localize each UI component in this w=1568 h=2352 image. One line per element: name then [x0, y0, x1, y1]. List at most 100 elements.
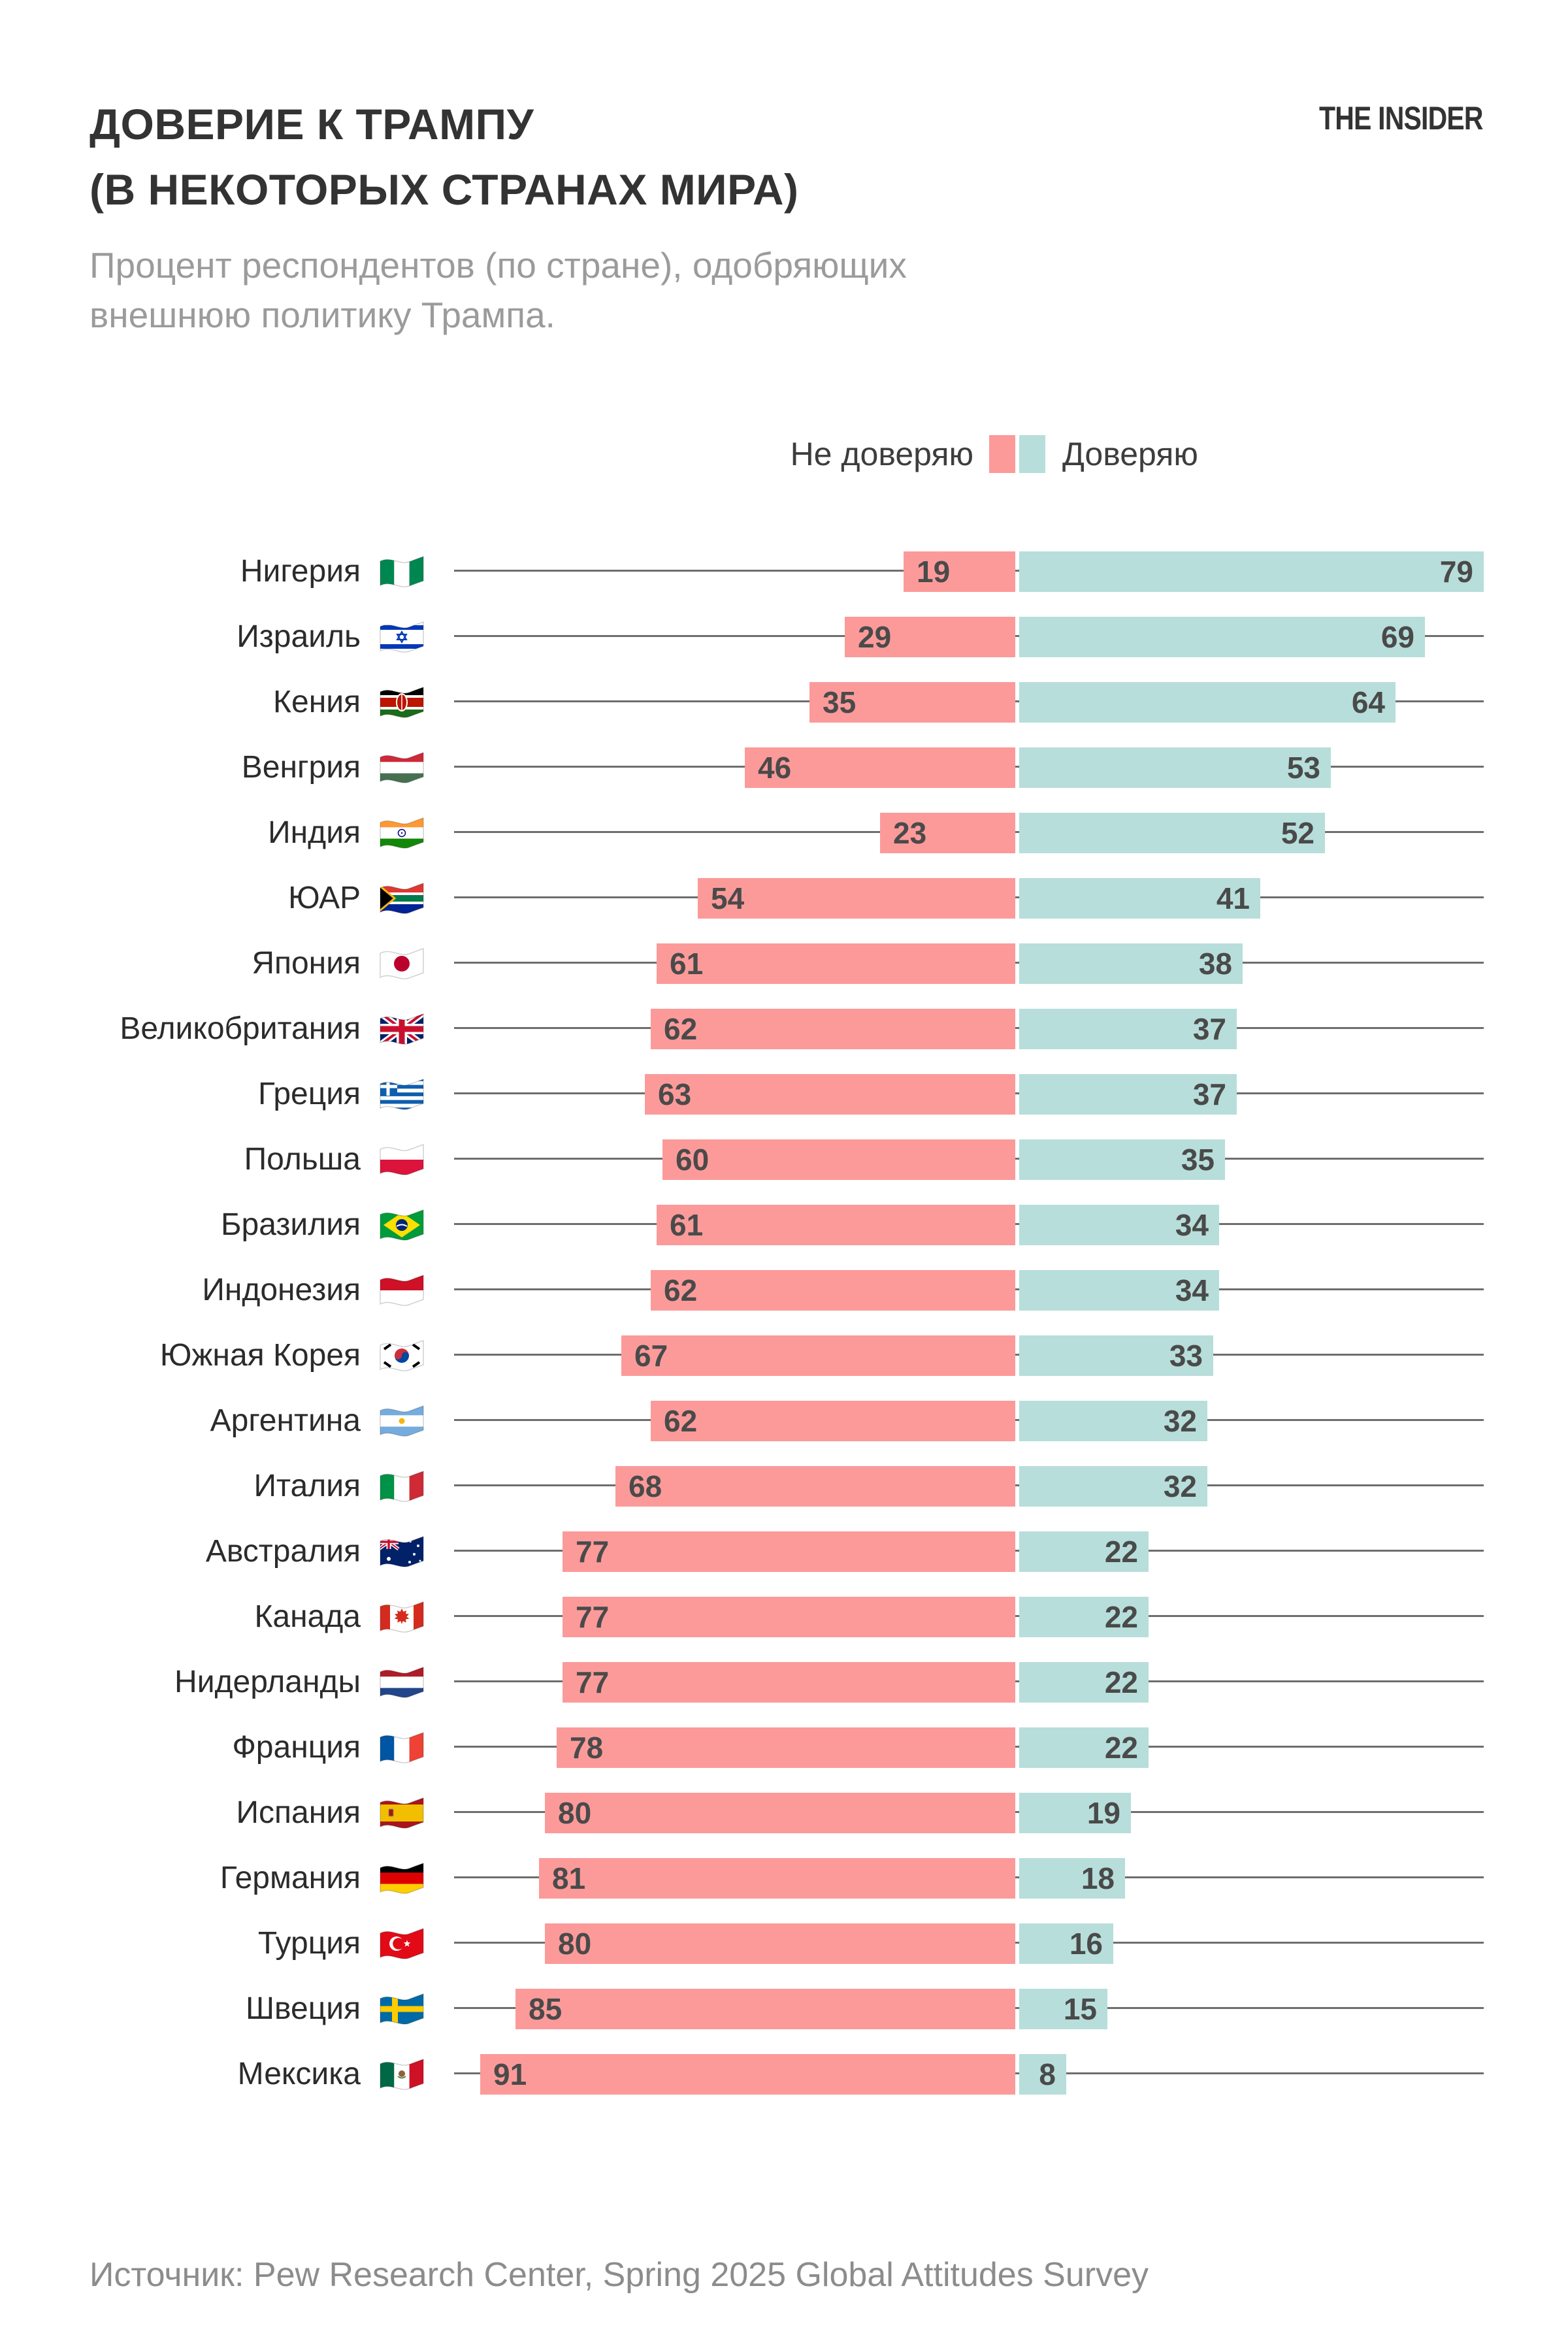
trust-value: 37	[1192, 1077, 1226, 1111]
trust-bar: 64	[1019, 682, 1396, 723]
country-label: Индонезия	[202, 1273, 361, 1307]
chart-subtitle: Процент респондентов (по стране), одобря…	[90, 240, 907, 340]
country-label: Испания	[236, 1795, 361, 1830]
trust-bar: 37	[1019, 1074, 1237, 1115]
distrust-value: 62	[664, 1273, 698, 1307]
distrust-bar: 46	[745, 747, 1015, 788]
legend-distrust-label: Не доверяю	[790, 436, 973, 472]
trust-bar: 15	[1019, 1989, 1107, 2029]
distrust-value: 63	[658, 1077, 692, 1111]
distrust-value: 91	[493, 2057, 527, 2091]
distrust-bar: 91	[480, 2054, 1015, 2095]
flag-icon-tr	[379, 1927, 425, 1961]
trust-bar: 22	[1019, 1597, 1149, 1637]
flag-icon-il	[379, 620, 425, 654]
trust-bar: 35	[1019, 1139, 1225, 1180]
chart-subtitle-line-1: Процент респондентов (по стране), одобря…	[90, 245, 907, 286]
distrust-bar: 29	[845, 617, 1015, 657]
trust-value: 18	[1081, 1861, 1115, 1895]
distrust-value: 61	[670, 1208, 704, 1242]
distrust-bar: 77	[563, 1597, 1015, 1637]
country-label: Аргентина	[210, 1403, 361, 1438]
trust-value: 22	[1104, 1600, 1138, 1634]
legend-trust: Доверяю	[1019, 435, 1198, 473]
trust-value: 79	[1439, 555, 1473, 589]
distrust-bar: 61	[657, 1205, 1015, 1245]
distrust-value: 60	[676, 1143, 710, 1177]
page-title-line-1: ДОВЕРИЕ К ТРАМПУ	[90, 100, 534, 148]
country-label: Нигерия	[240, 554, 361, 589]
distrust-bar: 67	[621, 1335, 1015, 1376]
chart-row: Кения 35 64	[0, 670, 1568, 735]
trust-value: 34	[1175, 1273, 1209, 1307]
trust-value: 34	[1175, 1208, 1209, 1242]
trust-bar: 8	[1019, 2054, 1066, 2095]
distrust-bar: 23	[880, 813, 1015, 853]
distrust-value: 54	[711, 881, 745, 915]
distrust-bar: 80	[545, 1793, 1015, 1833]
country-label: Израиль	[237, 619, 361, 654]
distrust-bar: 63	[645, 1074, 1015, 1115]
trust-value: 37	[1192, 1012, 1226, 1046]
distrust-bar: 78	[557, 1727, 1015, 1768]
distrust-value: 19	[917, 555, 951, 589]
flag-icon-hu	[379, 751, 425, 785]
flag-icon-ng	[379, 555, 425, 589]
chart-row: Польша 60 35	[0, 1127, 1568, 1192]
flag-icon-id	[379, 1273, 425, 1307]
legend-trust-swatch	[1019, 435, 1045, 473]
flag-icon-mx	[379, 2057, 425, 2091]
trust-bar: 22	[1019, 1531, 1149, 1572]
source-note: Источник: Pew Research Center, Spring 20…	[90, 2256, 1149, 2294]
country-label: Швеция	[246, 1991, 361, 2026]
flag-icon-ke	[379, 685, 425, 719]
trust-value: 64	[1351, 685, 1385, 719]
trust-bar: 38	[1019, 943, 1243, 984]
distrust-value: 85	[529, 1992, 563, 2026]
flag-icon-fr	[379, 1731, 425, 1765]
chart-row: Великобритания 62 37	[0, 996, 1568, 1062]
chart-subtitle-line-2: внешнюю политику Трампа.	[90, 295, 555, 335]
distrust-value: 80	[558, 1796, 592, 1830]
trust-value: 19	[1086, 1796, 1120, 1830]
chart-row: Южная Корея 67 33	[0, 1323, 1568, 1388]
flag-icon-ar	[379, 1404, 425, 1438]
trust-value: 33	[1169, 1339, 1203, 1373]
distrust-bar: 62	[651, 1270, 1015, 1311]
trust-bar: 32	[1019, 1466, 1207, 1507]
distrust-bar: 85	[515, 1989, 1015, 2029]
trust-bar: 41	[1019, 878, 1260, 919]
country-label: Италия	[253, 1469, 361, 1503]
trust-bar: 19	[1019, 1793, 1131, 1833]
trust-value: 69	[1380, 620, 1414, 654]
country-label: Франция	[232, 1730, 361, 1765]
trust-value: 15	[1063, 1992, 1097, 2026]
flag-icon-it	[379, 1469, 425, 1503]
distrust-value: 77	[576, 1600, 610, 1634]
distrust-bar: 62	[651, 1009, 1015, 1049]
trust-bar: 18	[1019, 1858, 1125, 1899]
chart-row: Испания 80 19	[0, 1780, 1568, 1846]
country-label: Кения	[273, 685, 361, 719]
distrust-value: 78	[570, 1731, 604, 1765]
flag-icon-ca	[379, 1600, 425, 1634]
trust-bar: 37	[1019, 1009, 1237, 1049]
distrust-value: 62	[664, 1012, 698, 1046]
distrust-bar: 77	[563, 1531, 1015, 1572]
chart-row: Греция 63 37	[0, 1062, 1568, 1127]
trust-value: 32	[1163, 1404, 1197, 1438]
country-label: Польша	[244, 1142, 361, 1177]
flag-icon-de	[379, 1861, 425, 1895]
chart-row: Франция 78 22	[0, 1715, 1568, 1780]
distrust-value: 77	[576, 1665, 610, 1699]
country-label: Бразилия	[221, 1207, 361, 1242]
country-label: Индия	[268, 815, 361, 850]
chart-row: ЮАР 54 41	[0, 866, 1568, 931]
distrust-bar: 60	[662, 1139, 1015, 1180]
distrust-value: 29	[858, 620, 892, 654]
distrust-value: 35	[823, 685, 857, 719]
distrust-value: 67	[634, 1339, 668, 1373]
flag-icon-nl	[379, 1665, 425, 1699]
country-label: Великобритания	[120, 1011, 361, 1046]
